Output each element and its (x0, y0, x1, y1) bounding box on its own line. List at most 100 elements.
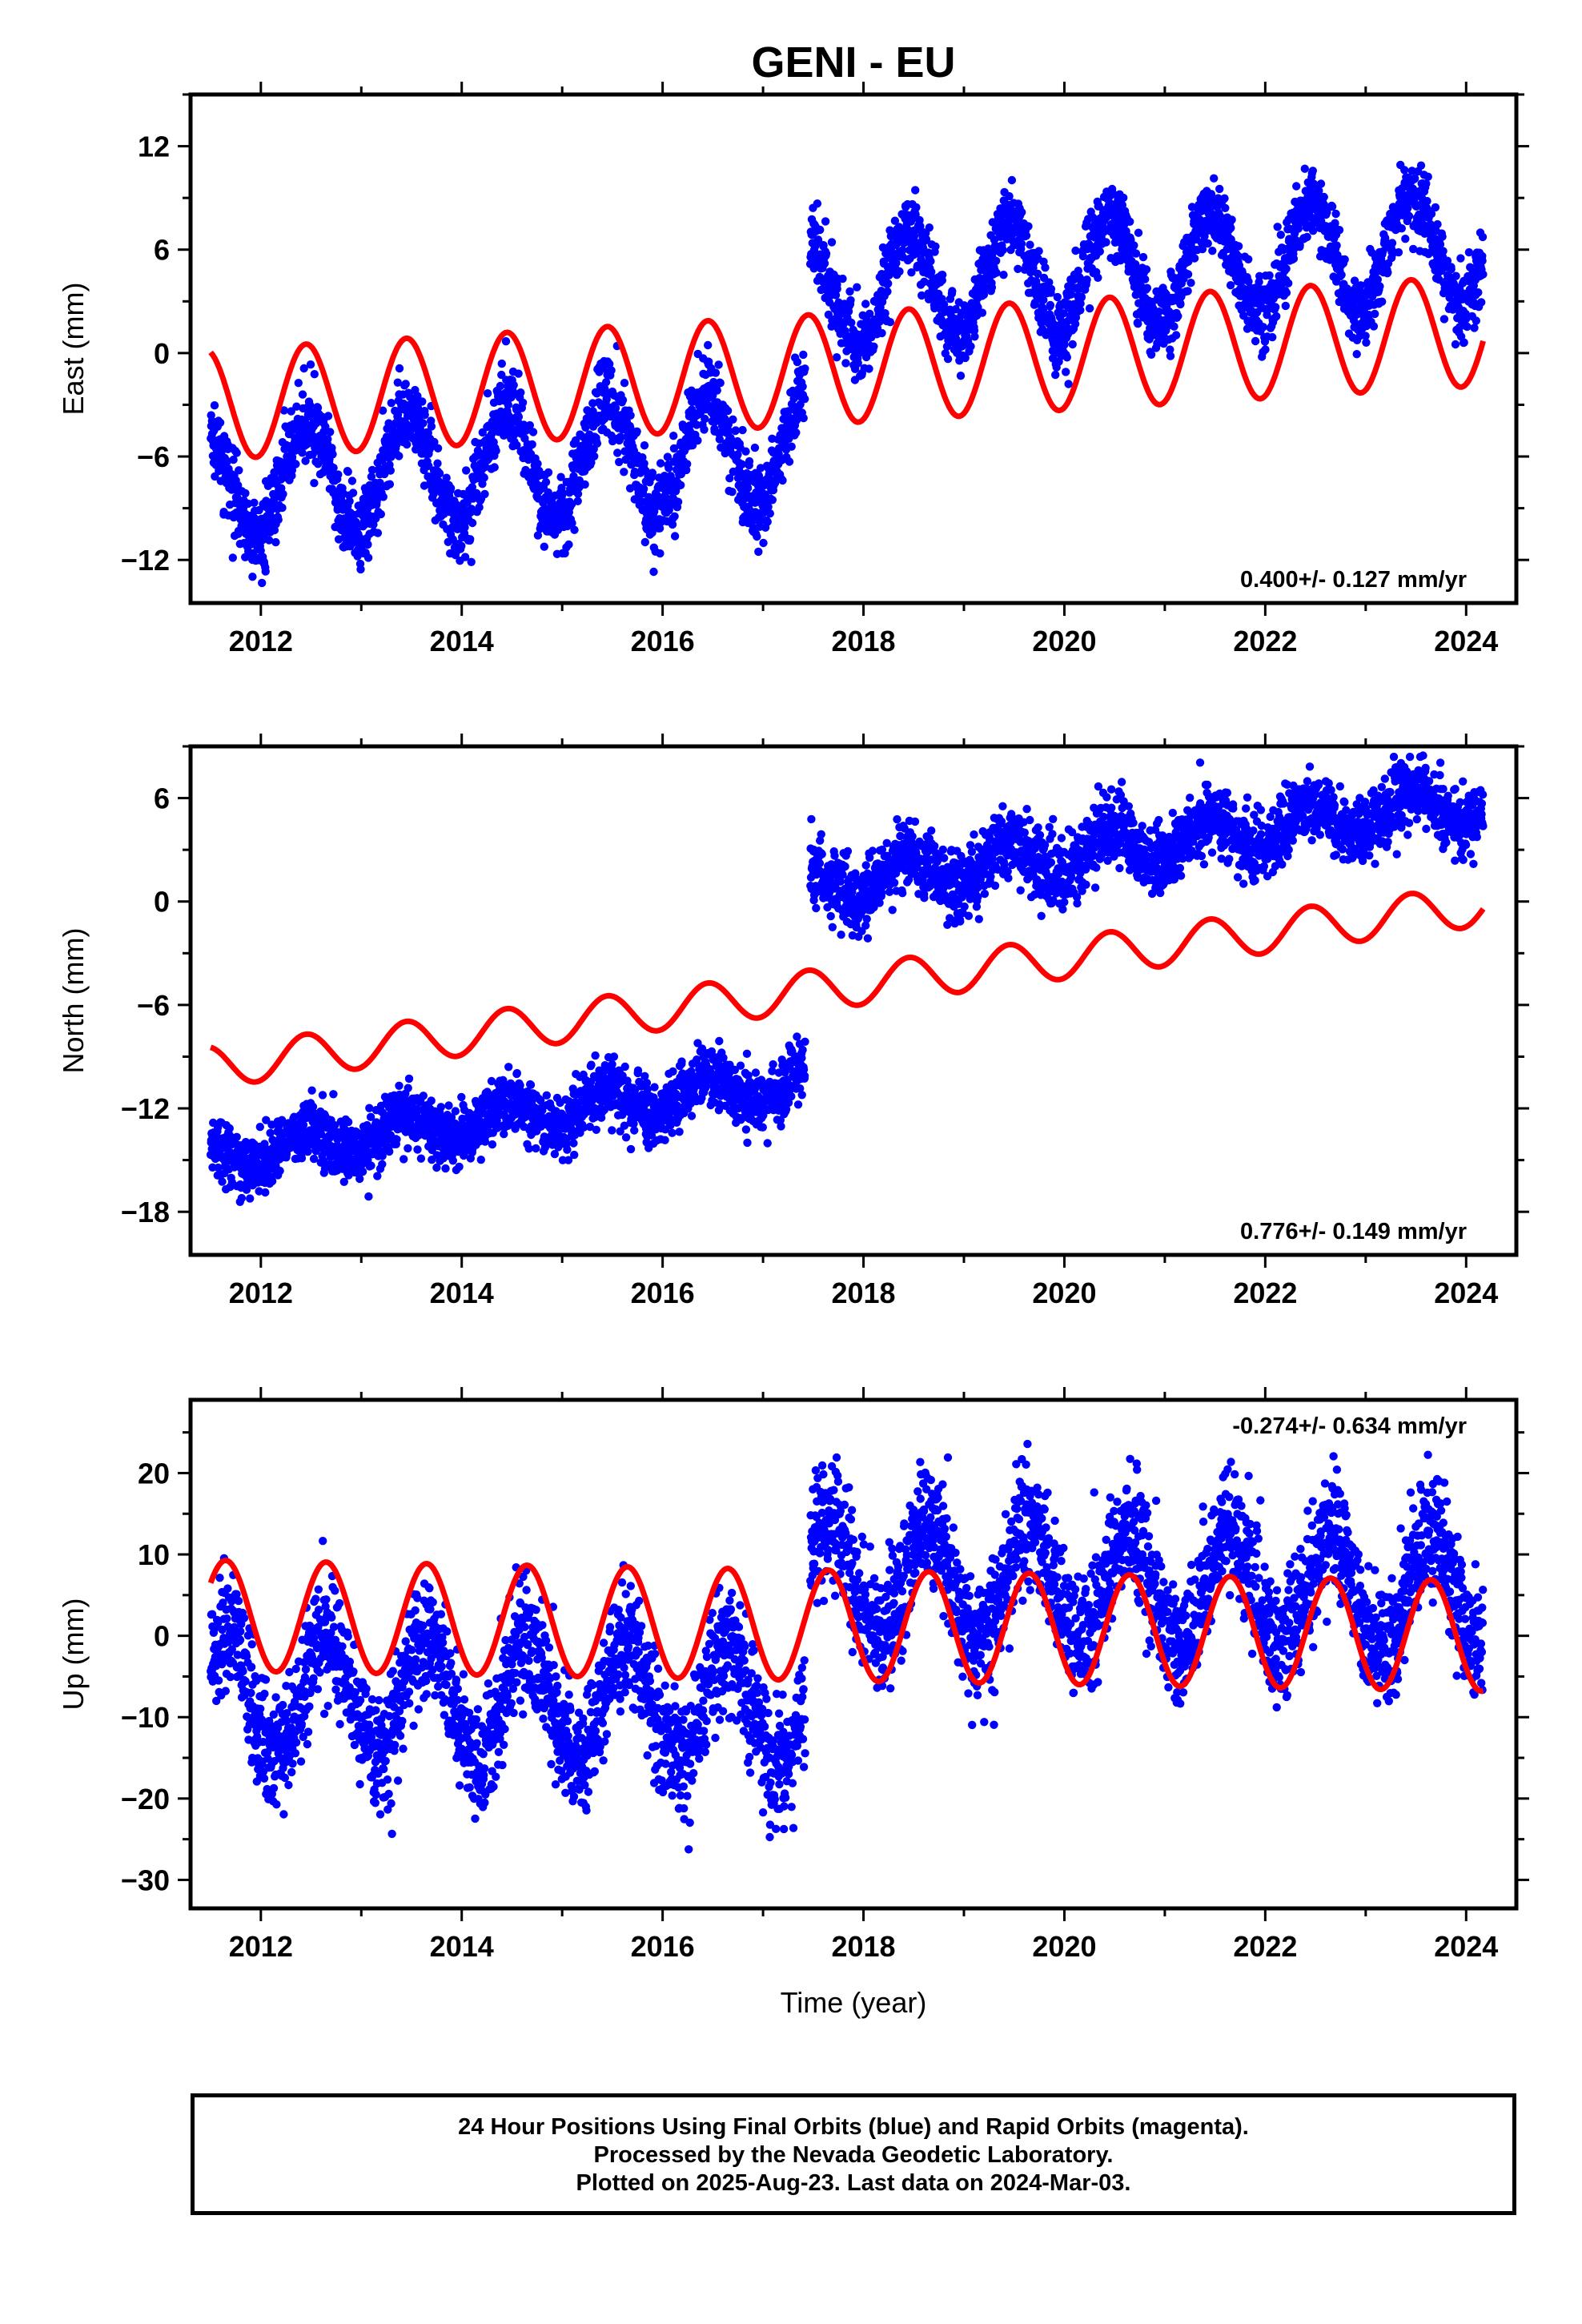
east-point (528, 440, 536, 449)
east-point (1234, 242, 1243, 251)
east-point (496, 381, 505, 391)
east-point (1077, 292, 1086, 301)
east-point (1439, 315, 1449, 324)
east-point (1479, 270, 1488, 279)
east-point (1470, 324, 1479, 332)
east-point (446, 484, 456, 493)
east-point (939, 300, 949, 309)
east-point (1102, 238, 1110, 247)
east-point (1292, 182, 1301, 191)
east-point (1220, 194, 1229, 203)
east-point (427, 422, 436, 431)
east-point (648, 529, 656, 537)
east-point (1478, 256, 1487, 265)
east-point (1308, 167, 1318, 175)
east-y-axis-label: East (mm) (57, 283, 90, 416)
east-point (356, 565, 365, 574)
east-point (287, 465, 297, 475)
east-point (248, 573, 257, 581)
east-point (1085, 304, 1094, 313)
east-point (1284, 279, 1293, 287)
north-point (488, 1140, 497, 1149)
east-point (334, 470, 343, 479)
east-point (1166, 345, 1174, 354)
east-point (235, 466, 243, 475)
east-point (430, 437, 439, 447)
east-point (367, 472, 376, 481)
east-point (261, 567, 270, 576)
north-point (436, 1103, 445, 1112)
north-point (329, 1090, 338, 1099)
east-point (380, 469, 389, 479)
east-point (271, 537, 280, 547)
east-point (787, 442, 796, 451)
east-point (1244, 277, 1253, 286)
east-point (306, 360, 315, 369)
north-point (441, 1164, 450, 1173)
east-point (395, 452, 404, 460)
east-point (649, 567, 658, 577)
east-point (1411, 174, 1419, 183)
east-point (1046, 284, 1056, 294)
east-point (395, 364, 404, 373)
east-point (1271, 303, 1280, 312)
east-point (640, 537, 649, 547)
east-point (1427, 209, 1436, 219)
east-point (573, 497, 582, 505)
east-point (540, 542, 548, 551)
east-point (943, 355, 953, 364)
east-point (956, 372, 966, 380)
east-point (845, 287, 854, 296)
north-point (416, 1154, 426, 1163)
east-point (1227, 223, 1235, 232)
east-point (793, 357, 802, 367)
east-point (363, 553, 373, 562)
east-point (355, 533, 364, 542)
east-point (1022, 231, 1031, 240)
east-point (1153, 339, 1162, 348)
east-point (1397, 224, 1407, 233)
east-point (1014, 264, 1022, 273)
east-point (1261, 345, 1270, 354)
east-point (1208, 247, 1217, 255)
east-point (1095, 247, 1105, 256)
east-point (881, 309, 889, 318)
east-point (665, 464, 673, 472)
east-point (210, 401, 219, 410)
east-point (287, 407, 295, 416)
east-point (514, 412, 524, 421)
east-point (570, 525, 579, 534)
east-point (1416, 161, 1426, 170)
east-point (961, 353, 970, 363)
east-point (847, 318, 856, 328)
north-point (218, 1177, 227, 1186)
east-point (865, 364, 873, 373)
east-point (258, 578, 267, 588)
east-point (1478, 232, 1488, 242)
east-y-tick-label: −6 (137, 440, 170, 473)
east-point (512, 440, 521, 450)
east-point (291, 460, 300, 468)
east-point (509, 380, 518, 390)
east-point (386, 466, 395, 475)
east-point (278, 503, 287, 513)
east-point (605, 360, 614, 368)
east-point (1142, 265, 1151, 274)
east-point (299, 364, 308, 373)
east-point (1272, 312, 1281, 321)
east-point (442, 473, 451, 482)
east-point (765, 509, 774, 518)
east-point (590, 452, 599, 460)
east-point (1350, 276, 1359, 285)
north-point (385, 1147, 394, 1156)
east-point (1433, 219, 1442, 229)
east-point (890, 216, 900, 225)
east-point (1451, 340, 1460, 349)
east-x-tick-label: 2018 (831, 625, 895, 657)
east-point (1154, 308, 1163, 316)
north-point (404, 1144, 412, 1153)
east-point (1356, 281, 1365, 290)
east-point (379, 493, 387, 501)
north-point (237, 1193, 247, 1203)
east-point (348, 489, 358, 497)
